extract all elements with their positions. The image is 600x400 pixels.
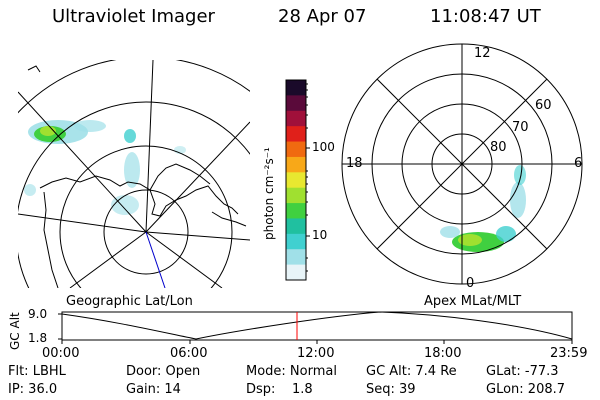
- status-gain: Gain: 14: [126, 382, 181, 397]
- colorbar-segment: [286, 187, 306, 204]
- colorbar-segment: [286, 218, 306, 235]
- altitude-xtick-0600: 06:00: [170, 346, 208, 361]
- colorbar-segment: [286, 172, 306, 189]
- right-grid: [341, 43, 583, 285]
- right-aurora: [440, 165, 526, 252]
- altitude-xtick-2359: 23:59: [550, 346, 588, 361]
- colorbar-segment: [286, 126, 306, 143]
- mlt-label-0: 0: [466, 276, 475, 291]
- colorbar-segment: [286, 249, 306, 266]
- left-grid: [18, 60, 250, 288]
- geographic-map-label: Geographic Lat/Lon: [66, 294, 193, 309]
- status-gc-alt: GC Alt: 7.4 Re: [366, 364, 457, 379]
- colorbar-segment: [286, 141, 306, 158]
- colorbar-segment: [286, 203, 306, 219]
- altitude-ylabel: GC Alt: [8, 312, 22, 350]
- mlt-label-18: 18: [346, 156, 363, 171]
- altitude-xtick-0000: 00:00: [42, 346, 80, 361]
- altitude-plot: [58, 311, 573, 344]
- lat-label-60: 60: [535, 98, 552, 113]
- subsatellite-track: [145, 231, 166, 288]
- date-label: 28 Apr 07: [278, 6, 367, 27]
- colorbar-unit-label: photon cm⁻²s⁻¹: [262, 147, 276, 240]
- altitude-xtick-1800: 18:00: [424, 346, 462, 361]
- magnetic-polar-plot: [341, 43, 583, 285]
- colorbar-segment: [286, 233, 306, 250]
- status-seq: Seq: 39: [366, 382, 416, 397]
- colorbar: [285, 79, 310, 281]
- instrument-title: Ultraviolet Imager: [52, 6, 215, 27]
- lat-label-70: 70: [512, 120, 529, 135]
- altitude-ytick-1-8: 1.8: [28, 331, 48, 345]
- left-aurora: [24, 120, 186, 215]
- colorbar-segment: [286, 156, 306, 173]
- colorbar-segment: [286, 80, 306, 96]
- altitude-xtick-1200: 12:00: [297, 346, 335, 361]
- geographic-map: [18, 60, 250, 288]
- altitude-ytick-9: 9.0: [28, 307, 48, 321]
- magnetic-map-label: Apex MLat/MLT: [424, 294, 522, 309]
- mlt-label-12: 12: [474, 46, 491, 61]
- left-coastline: [27, 65, 247, 288]
- mlt-label-6: 6: [574, 156, 583, 171]
- time-label: 11:08:47 UT: [430, 6, 541, 27]
- status-filter: Flt: LBHL: [8, 364, 66, 379]
- colorbar-tick-10: 10: [312, 228, 328, 242]
- status-dsp: Dsp: 1.8: [246, 382, 313, 397]
- status-door: Door: Open: [126, 364, 201, 379]
- colorbar-segment: [286, 95, 306, 112]
- status-mode: Mode: Normal: [246, 364, 337, 379]
- status-ip: IP: 36.0: [8, 382, 58, 397]
- colorbar-tick-100: 100: [312, 140, 335, 154]
- status-glat: GLat: -77.3: [486, 364, 559, 379]
- colorbar-segment: [286, 264, 306, 281]
- status-glon: GLon: 208.7: [486, 382, 566, 397]
- colorbar-segment: [286, 110, 306, 127]
- lat-label-80: 80: [490, 140, 507, 155]
